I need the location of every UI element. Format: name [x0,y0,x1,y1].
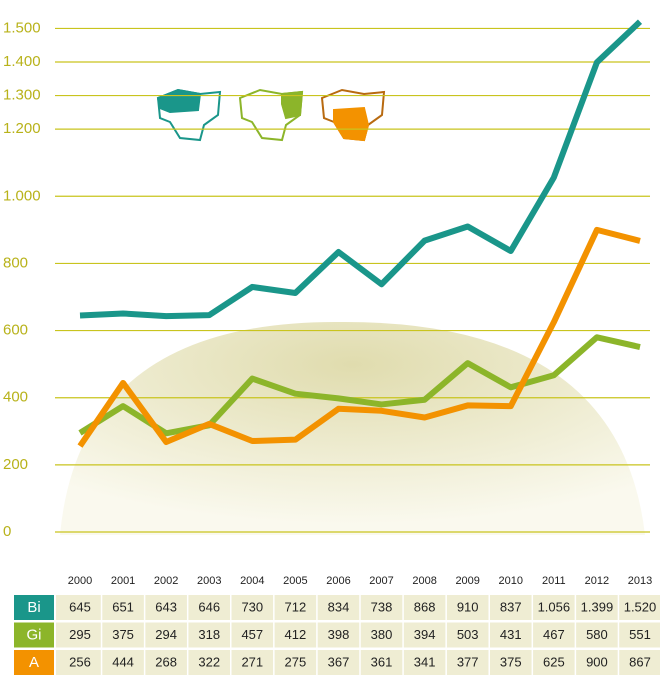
cell-value: 646 [198,599,220,614]
cell-value: 457 [241,627,263,642]
y-tick-label: 800 [3,254,28,271]
year-label: 2004 [240,575,264,587]
cell-value: 643 [155,599,177,614]
cell-value: 377 [457,654,479,669]
cell-value: 1.399 [581,599,614,614]
y-tick-label: 1.000 [3,187,41,204]
cell-value: 375 [500,654,522,669]
series-line [78,334,641,437]
cell-value: 256 [69,654,91,669]
year-label: 2009 [455,575,479,587]
cell-value: 900 [586,654,608,669]
cell-value: 412 [285,627,307,642]
y-tick-label: 1.200 [3,120,41,137]
y-tick-label: 0 [3,523,11,540]
cell-value: 444 [112,654,134,669]
year-label: 2002 [154,575,178,587]
year-label: 2013 [628,575,652,587]
row-background [56,622,660,648]
cell-value: 625 [543,654,565,669]
row-header-label: Gi [27,626,42,643]
row-header [14,595,54,620]
cell-value: 910 [457,599,479,614]
cell-value: 361 [371,654,393,669]
year-label: 2000 [68,575,92,587]
cell-value: 271 [241,654,263,669]
cell-value: 837 [500,599,522,614]
y-tick-label: 200 [3,456,28,473]
year-label: 2003 [197,575,221,587]
year-label: 2001 [111,575,135,587]
cell-value: 341 [414,654,436,669]
cell-value: 367 [328,654,350,669]
series-line [77,226,641,448]
cell-value: 580 [586,627,608,642]
year-label: 2005 [283,575,307,587]
y-tick-label: 400 [3,389,28,406]
year-label: 2006 [326,575,350,587]
y-tick-label: 600 [3,322,28,339]
year-label: 2010 [499,575,523,587]
cell-value: 738 [371,599,393,614]
series-line [79,19,643,320]
cell-value: 503 [457,627,479,642]
cell-value: 394 [414,627,436,642]
cell-value: 318 [198,627,220,642]
cell-value: 867 [629,654,651,669]
cell-value: 651 [112,599,134,614]
map-icons [156,88,386,142]
cell-value: 375 [112,627,134,642]
y-tick-label: 1.300 [3,87,41,104]
row-background [56,595,660,620]
cell-value: 268 [155,654,177,669]
cell-value: 645 [69,599,91,614]
year-label: 2011 [542,575,566,587]
cell-value: 551 [629,627,651,642]
cell-value: 275 [285,654,307,669]
y-tick-label: 1.400 [3,53,41,70]
year-label: 2007 [369,575,393,587]
year-label: 2008 [412,575,436,587]
y-tick-label: 1.500 [3,19,41,36]
cell-value: 380 [371,627,393,642]
year-label: 2012 [585,575,609,587]
background-shape [60,321,645,535]
cell-value: 834 [328,599,350,614]
cell-value: 295 [69,627,91,642]
cell-value: 294 [155,627,177,642]
cell-value: 712 [285,599,307,614]
cell-value: 431 [500,627,522,642]
row-header-label: A [29,654,39,671]
cell-value: 322 [198,654,220,669]
cell-value: 730 [241,599,263,614]
row-header-label: Bi [27,599,40,616]
cell-value: 398 [328,627,350,642]
cell-value: 868 [414,599,436,614]
cell-value: 467 [543,627,565,642]
row-background [56,650,660,675]
row-header [14,650,54,675]
cell-value: 1.056 [538,599,571,614]
row-header [14,622,54,648]
cell-value: 1.520 [624,599,657,614]
